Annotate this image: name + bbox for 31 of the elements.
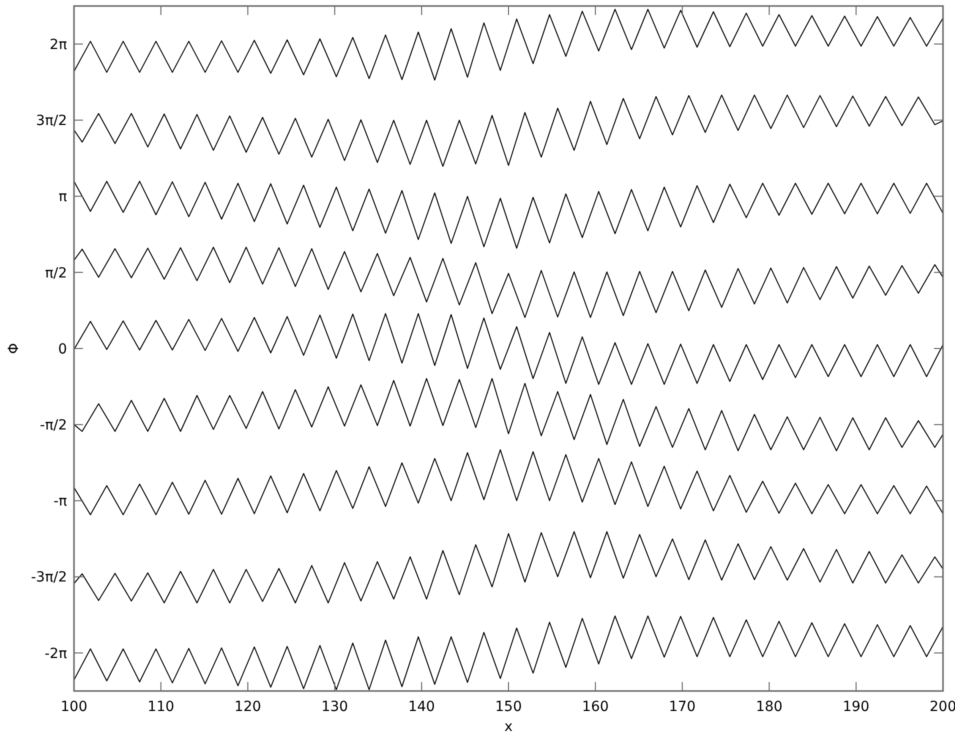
x-tick-label: 100 bbox=[60, 699, 88, 715]
y-tick-label: -3π/2 bbox=[30, 570, 67, 586]
line-series bbox=[74, 180, 944, 249]
y-tick-label: 0 bbox=[58, 341, 67, 358]
y-tick-label: -π/2 bbox=[40, 418, 67, 434]
y-tick-label: π bbox=[58, 189, 68, 206]
y-axis-title: Φ bbox=[6, 342, 22, 354]
line-series bbox=[74, 94, 944, 167]
y-tick-label: 2π bbox=[50, 36, 68, 53]
line-series bbox=[74, 449, 944, 516]
x-tick-label: 110 bbox=[148, 699, 174, 715]
y-tick-label: -π bbox=[54, 494, 68, 510]
line-series bbox=[74, 378, 944, 452]
x-tick-label: 190 bbox=[842, 699, 870, 715]
x-tick-label: 140 bbox=[408, 699, 435, 715]
x-tick-label: 150 bbox=[495, 699, 522, 715]
x-tick-label: 200 bbox=[930, 699, 955, 715]
line-series bbox=[74, 615, 944, 690]
x-tick-label: 170 bbox=[668, 699, 696, 715]
line-series bbox=[74, 8, 944, 81]
y-tick-label: -2π bbox=[44, 646, 68, 662]
y-tick-label: 3π/2 bbox=[36, 113, 67, 130]
x-tick-label: 160 bbox=[582, 699, 609, 715]
y-tick-label: π/2 bbox=[44, 265, 67, 282]
x-tick-label: 120 bbox=[234, 699, 262, 715]
x-axis-title: x bbox=[504, 719, 513, 735]
line-series bbox=[74, 313, 944, 385]
x-tick-label: 130 bbox=[321, 699, 348, 715]
line-series bbox=[74, 531, 944, 604]
x-tick-label: 180 bbox=[756, 699, 783, 715]
line-series bbox=[74, 246, 944, 318]
